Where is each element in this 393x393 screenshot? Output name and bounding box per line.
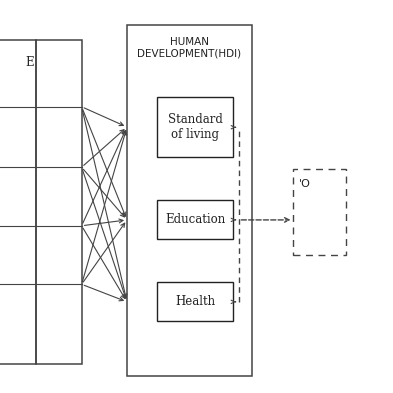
Text: HUMAN
DEVELOPMENT(HDI): HUMAN DEVELOPMENT(HDI): [137, 37, 241, 58]
Bar: [293, 169, 346, 255]
Text: Education: Education: [165, 213, 225, 226]
Text: Standard
of living: Standard of living: [167, 113, 222, 141]
Bar: [36, 40, 82, 364]
Text: E: E: [26, 56, 34, 69]
Bar: [127, 25, 252, 376]
Bar: [157, 200, 233, 239]
Bar: [0, 40, 36, 364]
Bar: [157, 282, 233, 321]
Bar: [157, 97, 233, 158]
Text: 'O: 'O: [299, 179, 311, 189]
Text: Health: Health: [175, 296, 215, 309]
